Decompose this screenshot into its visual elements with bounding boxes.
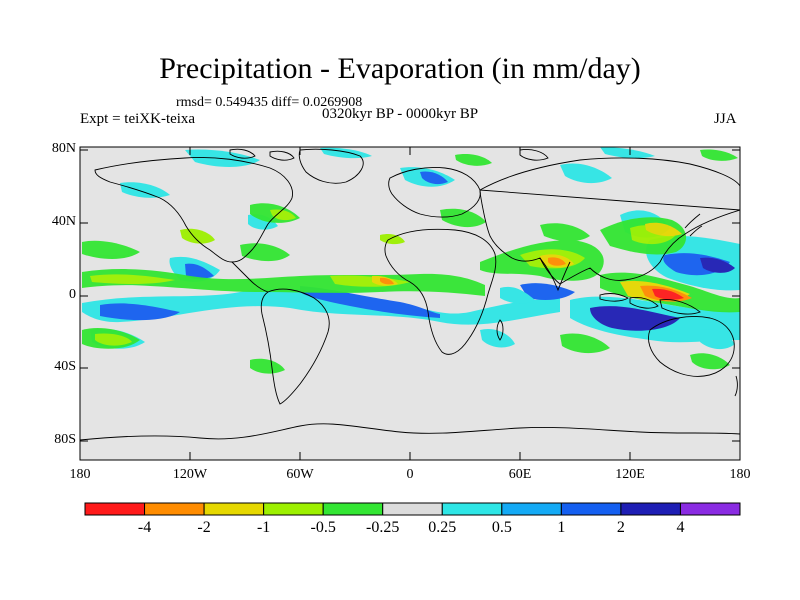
- colorbar-label: 4: [676, 519, 685, 536]
- map-title: Precipitation - Evaporation (in mm/day): [159, 52, 641, 85]
- lat-tick-0: 0: [69, 287, 76, 302]
- lon-tick-60w: 60W: [286, 467, 314, 482]
- colorbar-label: -0.25: [366, 519, 400, 536]
- colorbar: [84, 502, 741, 516]
- season-label: JJA: [714, 111, 737, 127]
- colorbar-box-7: [501, 502, 562, 516]
- dry-anomalies: [82, 149, 740, 374]
- experiment-label: Expt = teiXK-teixa: [80, 111, 196, 127]
- colorbar-box-1: [144, 502, 205, 516]
- colorbar-label: 1: [557, 519, 566, 536]
- lon-tick-120w: 120W: [172, 467, 208, 482]
- colorbar-box-10: [679, 502, 741, 516]
- colorbar-box-0: [84, 502, 146, 516]
- colorbar-label: -0.5: [310, 519, 336, 536]
- colorbar-box-2: [203, 502, 265, 516]
- colorbar-box-6: [441, 502, 503, 516]
- wet-anomalies: [82, 147, 740, 350]
- period-label: 0320kyr BP - 0000kyr BP: [322, 106, 479, 122]
- coastlines: [80, 148, 740, 441]
- colorbar-box-8: [560, 502, 622, 516]
- tick-marks: [80, 147, 740, 460]
- lon-tick-120e: 120E: [615, 467, 645, 482]
- stats-label: rmsd= 0.549435 diff= 0.0269908: [176, 95, 363, 110]
- colorbar-label: -1: [256, 519, 271, 536]
- colorbar-label: 0.25: [428, 519, 457, 536]
- lon-tick-180w: 180: [69, 467, 91, 482]
- lat-tick-40n: 40N: [51, 214, 76, 229]
- lon-tick-60e: 60E: [508, 467, 532, 482]
- colorbar-label: -2: [197, 519, 211, 536]
- lat-tick-40s: 40S: [54, 359, 76, 374]
- colorbar-label: 0.5: [491, 519, 512, 536]
- colorbar-box-5: [382, 502, 443, 516]
- lon-tick-180e: 180: [729, 467, 751, 482]
- colorbar-label: 2: [616, 519, 625, 536]
- colorbar-label: -4: [137, 519, 152, 536]
- lat-tick-80s: 80S: [54, 432, 76, 447]
- colorbar-box-3: [263, 502, 324, 516]
- colorbar-box-9: [620, 502, 681, 516]
- lon-tick-0: 0: [406, 467, 414, 482]
- lat-tick-80n: 80N: [51, 141, 76, 156]
- colorbar-box-4: [322, 502, 384, 516]
